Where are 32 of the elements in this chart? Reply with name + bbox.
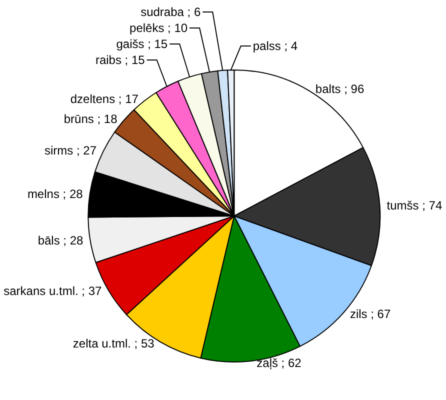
data-label: ; 67 bbox=[370, 307, 391, 322]
slice-label: zaļš bbox=[256, 356, 278, 370]
data-label: ; 27 bbox=[76, 143, 97, 158]
data-label: ; 62 bbox=[281, 356, 302, 370]
data-label: ; 17 bbox=[118, 92, 139, 106]
slice-label: melns bbox=[27, 186, 60, 201]
slice-label: dzeltens bbox=[70, 92, 116, 106]
data-label: ; 6 bbox=[187, 5, 201, 19]
slice-label: palss bbox=[252, 39, 281, 53]
data-label: ; 18 bbox=[97, 112, 118, 126]
slice-label: bāls bbox=[38, 234, 60, 248]
slice-label: zelta u.tml. bbox=[72, 336, 131, 351]
data-label: ; 74 bbox=[422, 198, 442, 213]
data-label: ; 15 bbox=[124, 53, 146, 67]
slice-label: raibs bbox=[95, 53, 122, 67]
data-label: ; 37 bbox=[82, 284, 102, 298]
slice-label: tumšs bbox=[386, 198, 419, 213]
slice-label: sudraba bbox=[140, 5, 184, 19]
data-label: ; 10 bbox=[168, 21, 188, 35]
slice-label: zils bbox=[350, 307, 368, 322]
data-label: ; 28 bbox=[63, 234, 84, 248]
data-label: ; 96 bbox=[344, 82, 364, 96]
data-label: ; 4 bbox=[284, 39, 298, 53]
data-label: ; 28 bbox=[62, 186, 84, 201]
slice-label: brūns bbox=[64, 112, 94, 126]
slice-label: sirms bbox=[44, 143, 74, 158]
data-label: ; 53 bbox=[134, 336, 155, 351]
data-label: ; 15 bbox=[148, 37, 168, 51]
slice-label: pelēks bbox=[130, 21, 164, 35]
slice-label: balts bbox=[315, 82, 341, 96]
slice-label: gaišs bbox=[116, 37, 144, 51]
slice-label: sarkans u.tml. bbox=[4, 284, 78, 298]
